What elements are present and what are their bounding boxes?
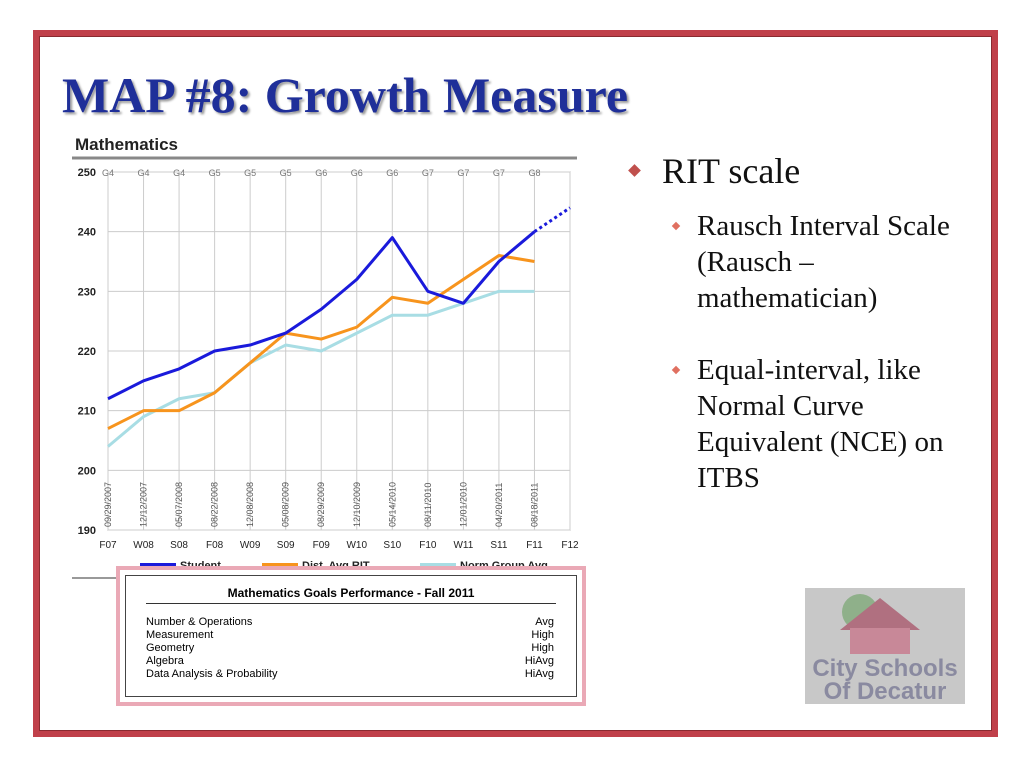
x-tick-label: F08 [206, 540, 224, 551]
bullet-text: RIT scale [662, 151, 801, 191]
date-label: 08/11/2010 [423, 483, 433, 527]
goal-name: Algebra [146, 655, 184, 667]
x-tick-label: F10 [419, 540, 437, 551]
grade-label: G7 [457, 168, 469, 178]
date-label: 12/01/2010 [458, 482, 468, 527]
date-label: 08/29/2009 [316, 482, 326, 527]
grade-label: G5 [209, 168, 221, 178]
x-tick-label: W09 [240, 540, 261, 551]
x-tick-label: W11 [453, 540, 473, 551]
grade-label: G5 [280, 168, 292, 178]
goal-name: Number & Operations [146, 616, 253, 628]
grade-label: G6 [315, 168, 327, 178]
y-tick-label: 230 [78, 286, 96, 298]
goal-row: Geometry High [146, 642, 554, 655]
x-tick-label: F11 [526, 540, 543, 551]
x-tick-label: S10 [383, 540, 401, 551]
series-line [107, 230, 536, 401]
logo-text: Of Decatur [824, 678, 947, 705]
grade-label: G4 [102, 168, 114, 178]
goal-name: Measurement [146, 629, 214, 641]
grade-label: G6 [386, 168, 398, 178]
sub-bullet-text: Rausch Interval Scale (Rausch – mathemat… [697, 210, 950, 314]
goal-row: Algebra HiAvg [146, 655, 554, 668]
logo-house [850, 628, 910, 654]
y-tick-label: 210 [78, 406, 96, 418]
logo: City Schools Of Decatur [805, 588, 965, 705]
chart-title: Mathematics [75, 135, 178, 154]
goal-level: Avg [535, 616, 554, 628]
slide-title: MAP #8: Growth Measure [62, 67, 629, 123]
x-tick-label: W08 [133, 540, 154, 551]
date-label: 12/08/2008 [245, 482, 255, 527]
goal-level: High [531, 629, 554, 641]
grade-label: G8 [528, 168, 540, 178]
grade-label: G7 [493, 168, 505, 178]
goal-name: Geometry [146, 642, 195, 654]
goals-table-inner: Mathematics Goals Performance - Fall 201… [125, 575, 577, 697]
grade-label: G4 [138, 168, 150, 178]
goal-level: High [531, 642, 554, 654]
x-tick-label: W10 [346, 540, 367, 551]
date-label: 05/07/2008 [174, 482, 184, 527]
goals-table-title: Mathematics Goals Performance - Fall 201… [146, 586, 556, 604]
date-label: 05/14/2010 [387, 482, 397, 527]
grade-label: G7 [422, 168, 434, 178]
y-tick-label: 200 [78, 465, 96, 477]
goal-row: Data Analysis & Probability HiAvg [146, 668, 554, 681]
x-tick-label: F09 [313, 540, 331, 551]
logo-text: City Schools [812, 655, 957, 682]
goals-table: Mathematics Goals Performance - Fall 201… [116, 566, 586, 706]
grade-label: G6 [351, 168, 363, 178]
logo-roof [840, 598, 920, 630]
goal-row: Measurement High [146, 629, 554, 642]
series-line [107, 254, 535, 430]
date-label: 12/12/2007 [139, 482, 149, 527]
date-label: 05/08/2009 [281, 482, 291, 527]
projection-line [533, 206, 571, 233]
y-tick-label: 220 [78, 346, 96, 358]
goal-level: HiAvg [524, 668, 554, 680]
date-label: 08/22/2008 [210, 482, 220, 527]
sub-bullet: Rausch Interval Scale (Rausch – mathemat… [671, 208, 982, 316]
goal-level: HiAvg [524, 655, 554, 667]
x-tick-label: S09 [277, 540, 295, 551]
grade-label: G4 [173, 168, 185, 178]
x-tick-label: F12 [561, 540, 579, 551]
date-label: 09/29/2007 [103, 482, 113, 527]
x-tick-label: S08 [170, 540, 188, 551]
y-tick-label: 250 [78, 167, 96, 179]
y-tick-label: 190 [78, 525, 96, 537]
date-label: 12/10/2009 [352, 482, 362, 527]
grade-label: G5 [244, 168, 256, 178]
date-label: 04/20/2011 [494, 483, 504, 527]
date-label: 08/18/2011 [529, 483, 539, 527]
sub-bullet-text: Equal-interval, like Normal Curve Equiva… [697, 354, 944, 494]
goal-row: Number & Operations Avg [146, 616, 554, 629]
x-tick-label: F07 [99, 540, 117, 551]
y-tick-label: 240 [78, 227, 96, 239]
sub-bullet: Equal-interval, like Normal Curve Equiva… [671, 352, 982, 496]
goal-name: Data Analysis & Probability [146, 668, 278, 680]
x-tick-label: S11 [490, 540, 507, 551]
